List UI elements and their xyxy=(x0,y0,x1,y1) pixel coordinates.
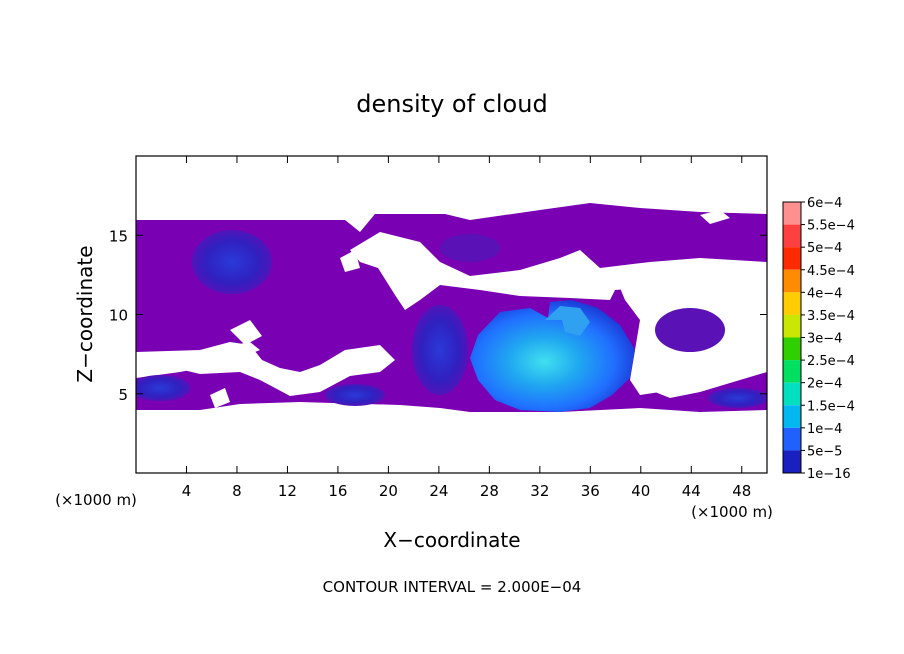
colorbar-swatch xyxy=(783,360,801,383)
x-tick-label: 40 xyxy=(631,482,650,500)
colorbar-label: 3.5e−4 xyxy=(807,309,855,324)
colorbar-label: 3e−4 xyxy=(807,332,842,347)
cloud-field xyxy=(136,203,767,412)
x-tick-label: 44 xyxy=(682,482,701,500)
colorbar-swatch xyxy=(783,292,801,315)
colorbar-swatch xyxy=(783,247,801,270)
x-tick-label: 48 xyxy=(732,482,751,500)
y-axis: 5 10 15 xyxy=(109,227,767,404)
colorbar-label: 5.5e−4 xyxy=(807,219,855,234)
colorbar-swatch xyxy=(783,224,801,248)
colorbar-label: 1e−4 xyxy=(807,422,842,437)
colorbar-swatch xyxy=(783,450,801,473)
x-tick-label: 20 xyxy=(379,482,398,500)
x-tick-label: 4 xyxy=(182,482,192,500)
colorbar-swatch xyxy=(783,382,801,406)
cloud-patch xyxy=(192,230,272,294)
x-axis: 4 8 12 16 20 24 28 32 36 40 44 48 xyxy=(182,156,751,500)
colorbar-label: 2e−4 xyxy=(807,377,842,392)
colorbar-swatch xyxy=(783,202,801,225)
cloud-patch xyxy=(136,375,190,401)
colorbar-label: 4e−4 xyxy=(807,286,842,301)
colorbar-swatch xyxy=(783,427,801,451)
chart-title: density of cloud xyxy=(356,90,547,118)
y-tick-label: 5 xyxy=(118,386,128,404)
x-unit-left: (×1000 m) xyxy=(55,491,137,509)
colorbar: 6e−4 5.5e−4 5e−4 4.5e−4 4e−4 3.5e−4 3e−4 2.5e−4… xyxy=(782,196,855,482)
x-tick-label: 28 xyxy=(480,482,499,500)
cloud-patch xyxy=(412,305,468,395)
x-tick-label: 8 xyxy=(232,482,242,500)
x-tick-label: 12 xyxy=(278,482,297,500)
cloud-patch xyxy=(655,308,725,352)
colorbar-swatch xyxy=(783,337,801,361)
cloud-patch xyxy=(708,388,767,408)
cloud-patch xyxy=(440,234,500,262)
colorbar-label: 4.5e−4 xyxy=(807,264,855,279)
cloud-patch xyxy=(325,384,385,406)
y-tick-label: 10 xyxy=(109,307,128,325)
colorbar-swatch xyxy=(783,405,801,428)
cloud-swirl xyxy=(545,306,590,336)
x-tick-label: 16 xyxy=(328,482,347,500)
contour-interval-note: CONTOUR INTERVAL = 2.000E−04 xyxy=(323,578,582,596)
colorbar-label: 1e−16 xyxy=(807,467,851,482)
colorbar-swatch xyxy=(783,269,801,293)
x-axis-label: X−coordinate xyxy=(383,528,520,552)
colorbar-swatch xyxy=(783,314,801,338)
x-tick-label: 24 xyxy=(429,482,448,500)
cloud-gaps xyxy=(136,210,767,408)
cloud-core xyxy=(470,300,635,412)
x-tick-label: 36 xyxy=(581,482,600,500)
colorbar-label: 5e−5 xyxy=(807,444,842,459)
x-tick-label: 32 xyxy=(530,482,549,500)
y-axis-label: Z−coordinate xyxy=(73,245,97,382)
colorbar-label: 5e−4 xyxy=(807,241,842,256)
y-tick-label: 15 xyxy=(109,227,128,245)
x-unit-right: (×1000 m) xyxy=(691,503,773,521)
colorbar-label: 1.5e−4 xyxy=(807,399,855,414)
colorbar-label: 6e−4 xyxy=(807,196,842,211)
colorbar-label: 2.5e−4 xyxy=(807,354,855,369)
